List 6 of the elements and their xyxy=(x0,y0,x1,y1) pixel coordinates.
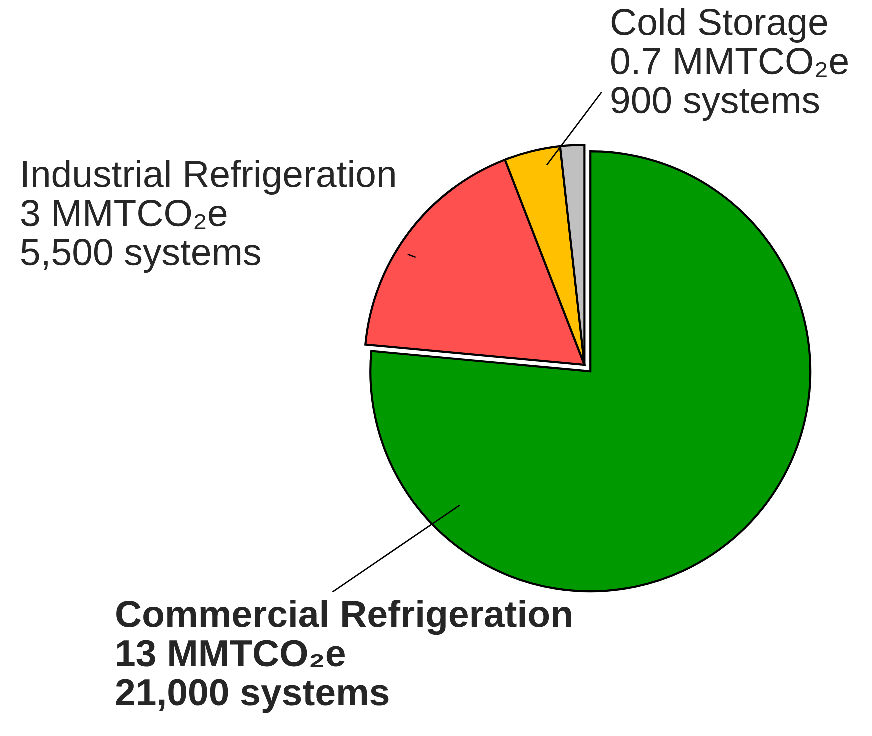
slice-label: Commercial Refrigeration xyxy=(116,600,572,636)
slice-label: Industrial Refrigeration xyxy=(23,160,395,195)
data-label: 0.7 MMTCO₂e 900 systems xyxy=(611,48,848,122)
slice-label: Cold Storage xyxy=(612,8,828,43)
data-label: 3 MMTCO₂e 5,500 systems xyxy=(21,200,260,274)
data-label: 13 MMTCO₂e 21,000 systems xyxy=(116,640,389,714)
